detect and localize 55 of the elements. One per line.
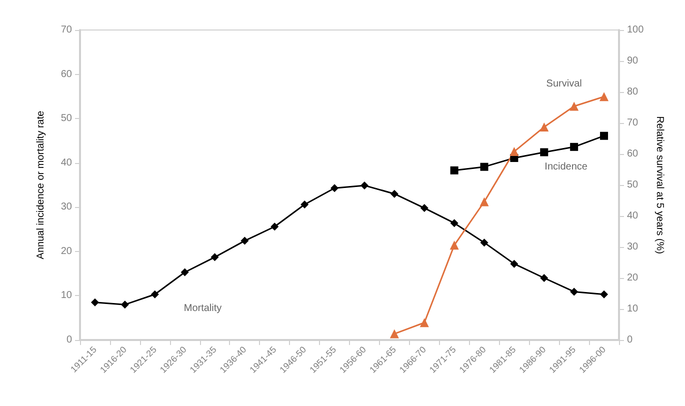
point <box>540 122 549 132</box>
point <box>480 162 488 171</box>
point <box>360 181 368 190</box>
point <box>510 260 518 268</box>
y2-tick-label: 0 <box>627 334 633 346</box>
point <box>420 204 428 212</box>
y2-tick-label: 70 <box>627 118 639 128</box>
point <box>570 288 578 296</box>
point <box>450 219 458 228</box>
y-axis-title: Annual incidence or mortality rate <box>36 110 46 260</box>
point <box>240 236 249 245</box>
point <box>330 184 339 192</box>
y-tick-label: 60 <box>60 68 72 80</box>
y-tick-label: 20 <box>60 246 72 257</box>
series-label: Survival <box>546 78 582 90</box>
point <box>90 298 99 306</box>
point <box>600 92 609 102</box>
point <box>480 197 489 206</box>
point <box>300 200 309 208</box>
y-tick-label: 10 <box>60 290 72 302</box>
point <box>120 300 129 309</box>
y2-tick-label: 10 <box>627 304 639 314</box>
y2-tick-label: 20 <box>627 272 639 284</box>
y2-tick-label: 60 <box>627 148 639 160</box>
point <box>600 132 608 140</box>
point <box>270 222 279 231</box>
point <box>450 240 459 250</box>
point <box>390 190 398 198</box>
y2-tick-label: 30 <box>627 242 639 252</box>
text: Mortality <box>184 302 222 314</box>
y-tick-label: 30 <box>60 202 72 213</box>
y2-tick-label: 100 <box>627 24 644 36</box>
point <box>570 102 579 111</box>
point <box>540 274 548 282</box>
series-label: Incidence <box>544 161 588 172</box>
point <box>450 166 458 174</box>
point <box>540 148 548 156</box>
point <box>420 318 429 328</box>
y2-tick-label: 40 <box>627 210 639 222</box>
point <box>390 329 399 338</box>
y-tick-label: 70 <box>60 24 72 36</box>
point <box>180 268 189 276</box>
y2-axis-title: Relative survival at 5 years (%) <box>654 116 666 254</box>
y2-tick-label: 80 <box>627 86 639 98</box>
y-tick-label: 40 <box>60 157 72 168</box>
point <box>150 290 159 298</box>
point <box>210 253 219 262</box>
point <box>510 147 519 156</box>
y2-tick-label: 50 <box>627 180 639 190</box>
point <box>480 238 488 247</box>
y2-tick-label: 90 <box>627 56 639 66</box>
point <box>570 142 578 151</box>
y-tick-label: 50 <box>60 113 72 124</box>
y-tick-label: 0 <box>66 334 72 346</box>
point <box>600 290 608 298</box>
